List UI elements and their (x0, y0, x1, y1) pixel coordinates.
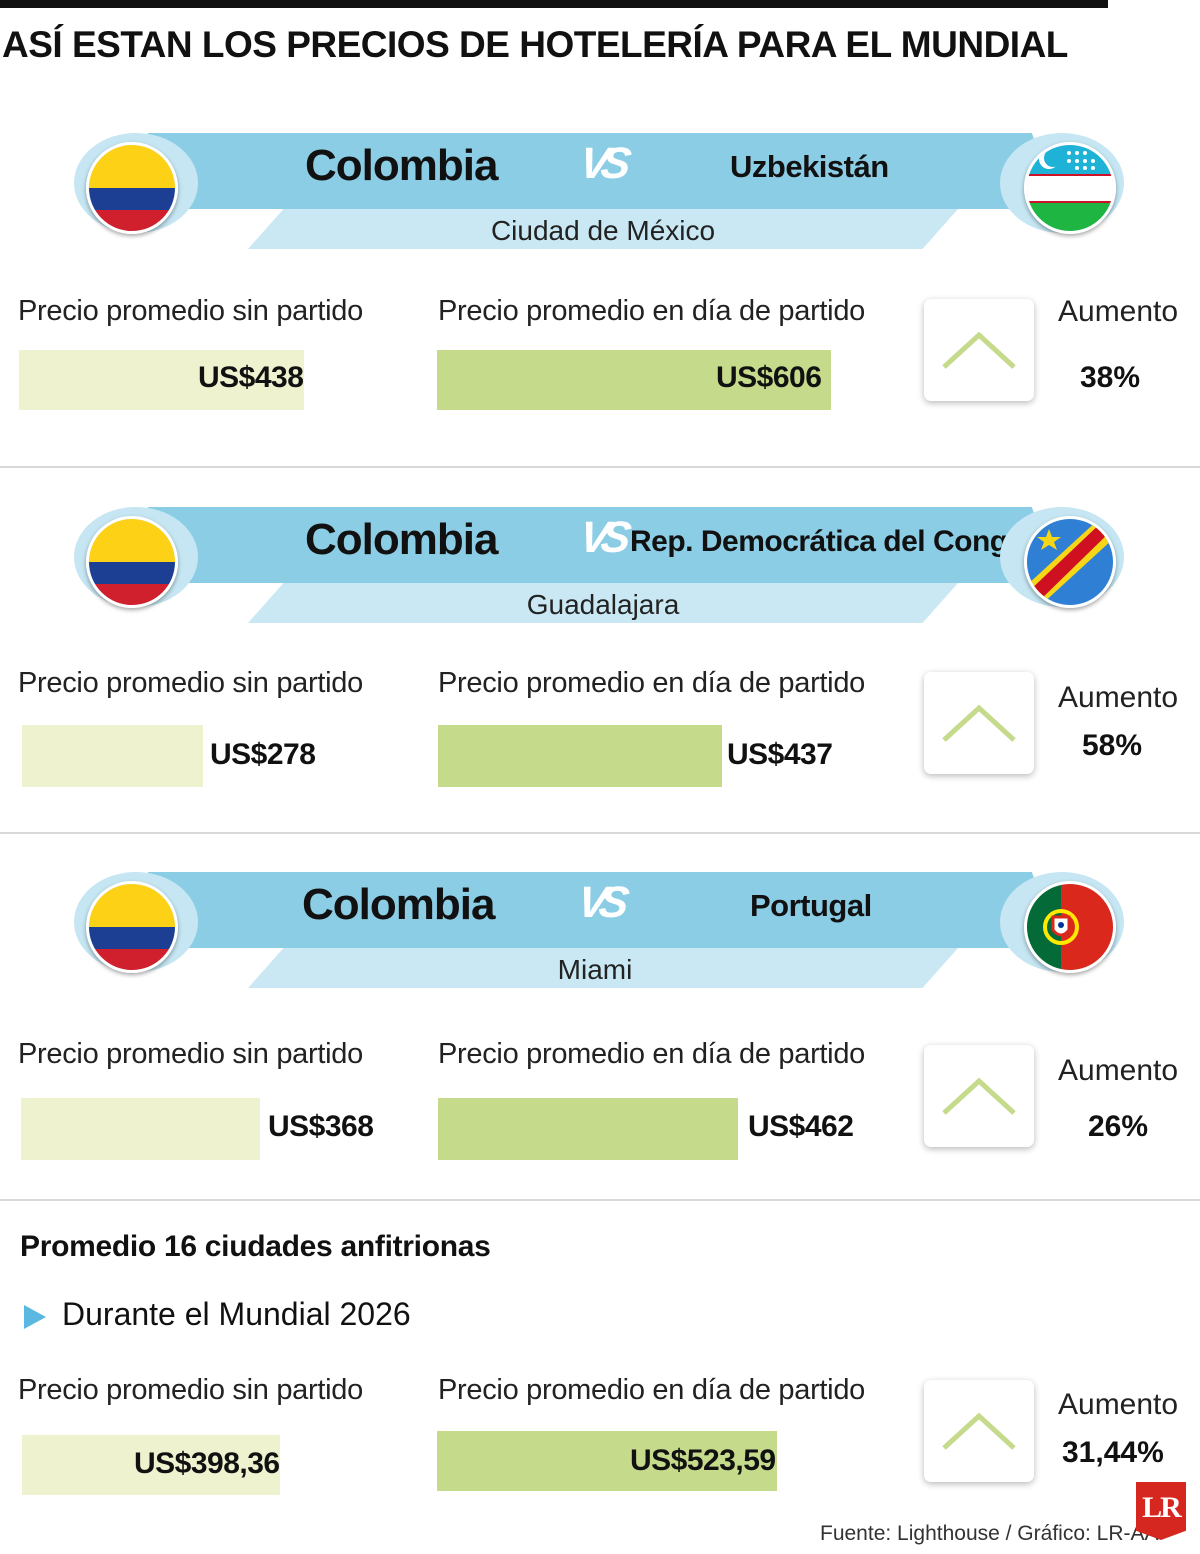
lr-logo: LR (1136, 1482, 1186, 1540)
match-section-2: Colombia VS Rep. Democrática del Congo G… (0, 507, 1200, 879)
match-day-bar (437, 1431, 777, 1491)
chevron-up-icon (942, 1077, 1016, 1115)
increase-value: 58% (1082, 729, 1143, 762)
increase-arrow-box (924, 299, 1034, 401)
home-flag-holder (74, 507, 198, 608)
no-match-value: US$438 (198, 361, 304, 394)
no-match-value: US$398,36 (134, 1447, 280, 1480)
top-rule (0, 0, 1108, 8)
increase-label: Aumento (1058, 295, 1179, 328)
home-flag-holder (74, 872, 198, 973)
match-day-value: US$606 (716, 361, 822, 394)
no-match-label: Precio promedio sin partido (18, 1038, 363, 1070)
vs-mark: VS (576, 139, 627, 188)
uzbekistan-flag-icon (1024, 142, 1116, 234)
no-match-label: Precio promedio sin partido (18, 295, 363, 327)
no-match-bar (22, 725, 203, 787)
no-match-bar (21, 1098, 260, 1160)
average-subtitle: Durante el Mundial 2026 (62, 1296, 411, 1332)
increase-value: 26% (1088, 1110, 1149, 1143)
city-band (248, 583, 958, 623)
dr-congo-flag-icon (1024, 516, 1116, 608)
increase-arrow-box (924, 1380, 1034, 1482)
increase-label: Aumento (1058, 1054, 1179, 1087)
home-team: Colombia (305, 141, 498, 190)
increase-value: 31,44% (1062, 1436, 1164, 1469)
section-divider (0, 1199, 1200, 1201)
match-day-bar (438, 725, 722, 787)
section-divider (0, 466, 1200, 468)
away-team: Rep. Democrática del Congo (630, 525, 1026, 558)
match-day-label: Precio promedio en día de partido (438, 667, 865, 699)
home-flag-holder (74, 133, 198, 234)
bullet-triangle-icon (24, 1305, 46, 1329)
no-match-bar (19, 350, 304, 410)
no-match-value: US$368 (268, 1110, 374, 1143)
no-match-value: US$278 (210, 738, 316, 771)
match-band (120, 133, 1060, 209)
city-band (248, 948, 958, 988)
away-flag-holder (1000, 872, 1124, 973)
chevron-up-icon (942, 331, 1016, 369)
colombia-flag-icon (86, 881, 178, 973)
match-day-value: US$462 (748, 1110, 854, 1143)
increase-label: Aumento (1058, 1388, 1179, 1421)
host-city: Miami (557, 954, 633, 985)
match-section-3: Colombia VS Portugal Miami Precio promed… (0, 872, 1200, 1244)
match-day-bar (437, 350, 831, 410)
no-match-bar (22, 1435, 280, 1495)
match-day-bar (438, 1098, 738, 1160)
match-band (120, 507, 1060, 583)
away-flag-holder (1000, 133, 1124, 234)
host-city: Ciudad de México (490, 215, 716, 246)
home-team: Colombia (302, 880, 495, 929)
away-team: Uzbekistán (730, 149, 889, 184)
city-band (248, 209, 958, 249)
increase-arrow-box (924, 672, 1034, 774)
home-team: Colombia (305, 515, 498, 564)
increase-value: 38% (1080, 361, 1141, 394)
increase-label: Aumento (1058, 681, 1179, 714)
match-day-label: Precio promedio en día de partido (438, 295, 865, 327)
chevron-up-icon (942, 704, 1016, 742)
match-band (120, 872, 1060, 948)
match-day-label: Precio promedio en día de partido (438, 1038, 865, 1070)
match-day-value: US$437 (727, 738, 833, 771)
match-section-1: Colombia VS Uzbekistán Ciudad de México … (0, 133, 1200, 505)
page-title: ASÍ ESTAN LOS PRECIOS DE HOTELERÍA PARA … (2, 24, 1068, 65)
match-day-value: US$523,59 (630, 1444, 776, 1477)
increase-arrow-box (924, 1045, 1034, 1147)
no-match-label: Precio promedio sin partido (18, 667, 363, 699)
portugal-flag-icon (1024, 881, 1116, 973)
average-title: Promedio 16 ciudades anfitrionas (20, 1230, 491, 1263)
match-day-label: Precio promedio en día de partido (438, 1374, 865, 1406)
away-flag-holder (1000, 507, 1124, 608)
vs-mark: VS (576, 513, 627, 562)
away-team: Portugal (750, 888, 872, 923)
chevron-up-icon (942, 1412, 1016, 1450)
host-city: Guadalajara (526, 589, 680, 620)
colombia-flag-icon (86, 142, 178, 234)
section-divider (0, 832, 1200, 834)
vs-mark: VS (574, 878, 625, 927)
colombia-flag-icon (86, 516, 178, 608)
no-match-label: Precio promedio sin partido (18, 1374, 363, 1406)
source-note: Fuente: Lighthouse / Gráfico: LR-AA (820, 1522, 1159, 1545)
